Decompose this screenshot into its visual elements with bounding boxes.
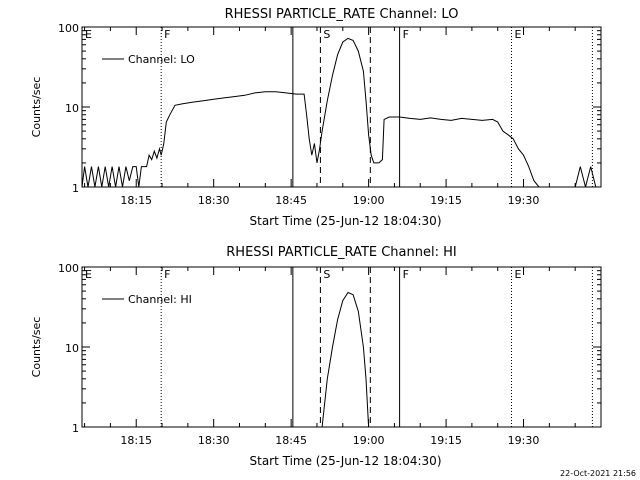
hi-legend-label: Channel: HI <box>128 293 192 306</box>
lo-x-tick-label: 18:30 <box>198 194 230 207</box>
lo-y-tick-label: 1 <box>72 182 79 195</box>
lo-x-axis-label: Start Time (25-Jun-12 18:04:30) <box>250 214 442 228</box>
hi-event-marker-label: F <box>164 268 170 281</box>
hi-x-tick-label: 18:15 <box>120 434 152 447</box>
hi-event-marker-label: S <box>323 268 330 281</box>
lo-event-marker-label: E <box>85 28 92 41</box>
hi-y-axis-label: Counts/sec <box>30 317 43 378</box>
hi-event-marker-label: F <box>403 268 409 281</box>
lo-legend-label: Channel: LO <box>128 53 195 66</box>
hi-y-tick-label: 100 <box>58 262 79 275</box>
lo-x-tick-label: 18:15 <box>120 194 152 207</box>
lo-y-axis-label: Counts/sec <box>30 77 43 138</box>
lo-x-tick-label: 18:45 <box>275 194 307 207</box>
hi-x-tick-label: 19:15 <box>430 434 462 447</box>
hi-y-tick-label: 10 <box>65 342 79 355</box>
lo-channel-panel: RHESSI PARTICLE_RATE Channel: LO Counts/s… <box>30 7 602 228</box>
lo-series-line <box>81 37 597 188</box>
hi-series-line <box>321 291 370 428</box>
hi-event-marker-label: E <box>85 268 92 281</box>
lo-x-tick-label: 19:15 <box>430 194 462 207</box>
hi-y-tick-label: 1 <box>72 422 79 435</box>
hi-x-tick-label: 19:00 <box>353 434 385 447</box>
hi-channel-panel: RHESSI PARTICLE_RATE Channel: HI Counts/s… <box>30 245 602 468</box>
hi-x-axis-label: Start Time (25-Jun-12 18:04:30) <box>250 454 442 468</box>
hi-chart-title: RHESSI PARTICLE_RATE Channel: HI <box>226 245 456 260</box>
lo-event-marker-label: F <box>164 28 170 41</box>
lo-x-tick-label: 19:00 <box>353 194 385 207</box>
hi-x-tick-label: 19:30 <box>508 434 540 447</box>
lo-x-tick-label: 19:30 <box>508 194 540 207</box>
lo-plot-frame <box>81 26 602 188</box>
lo-event-marker-label: F <box>403 28 409 41</box>
lo-chart-title: RHESSI PARTICLE_RATE Channel: LO <box>225 7 459 22</box>
footer-timestamp: 22-Oct-2021 21:56 <box>560 469 636 478</box>
hi-plot-frame <box>81 266 602 428</box>
lo-y-tick-label: 10 <box>65 102 79 115</box>
lo-event-marker-label: S <box>323 28 330 41</box>
hi-x-tick-label: 18:30 <box>198 434 230 447</box>
hi-x-tick-label: 18:45 <box>275 434 307 447</box>
lo-event-marker-label: E <box>514 28 521 41</box>
lo-y-tick-label: 100 <box>58 22 79 35</box>
hi-event-marker-label: E <box>514 268 521 281</box>
